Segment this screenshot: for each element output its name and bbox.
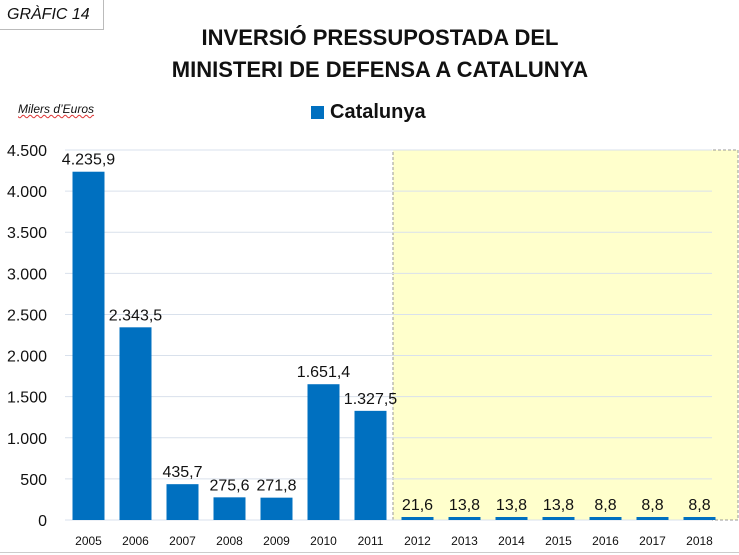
- bar: [683, 517, 716, 520]
- data-label: 4.235,9: [62, 152, 115, 169]
- y-tick-label: 1.000: [7, 431, 47, 448]
- bar: [636, 517, 669, 520]
- x-tick-label: 2012: [404, 534, 431, 548]
- bar: [354, 410, 387, 520]
- y-tick-label: 4.000: [7, 184, 47, 201]
- data-label: 275,6: [209, 477, 249, 494]
- y-tick-label: 2.000: [7, 349, 47, 366]
- data-label: 8,8: [594, 497, 616, 514]
- x-tick-label: 2016: [592, 534, 619, 548]
- y-tick-label: 500: [20, 472, 47, 489]
- data-label: 1.651,4: [297, 364, 350, 381]
- highlight-region: [392, 149, 739, 521]
- bar: [307, 384, 340, 520]
- x-tick-label: 2009: [263, 534, 290, 548]
- x-tick-label: 2013: [451, 534, 478, 548]
- y-tick-label: 3.000: [7, 266, 47, 283]
- x-tick-label: 2017: [639, 534, 666, 548]
- x-tick-label: 2006: [122, 534, 149, 548]
- y-tick-label: 3.500: [7, 225, 47, 242]
- bar: [542, 517, 575, 520]
- chart-title: INVERSIÓ PRESSUPOSTADA DEL MINISTERI DE …: [110, 22, 650, 86]
- chart-number-badge: GRÀFIC 14: [0, 0, 104, 30]
- x-tick-label: 2008: [216, 534, 243, 548]
- bar: [166, 484, 199, 520]
- data-label: 1.327,5: [344, 391, 397, 408]
- x-tick-label: 2018: [686, 534, 713, 548]
- bar: [260, 497, 293, 520]
- data-label: 13,8: [449, 497, 480, 514]
- bar: [119, 327, 152, 520]
- bar: [401, 517, 434, 520]
- legend: Catalunya: [311, 101, 426, 124]
- x-tick-label: 2011: [358, 534, 384, 548]
- bar: [589, 517, 622, 520]
- chart-title-line-2: MINISTERI DE DEFENSA A CATALUNYA: [171, 57, 589, 82]
- x-tick-label: 2015: [545, 534, 572, 548]
- data-label: 2.343,5: [109, 307, 162, 324]
- data-label: 13,8: [543, 497, 574, 514]
- y-tick-label: 0: [38, 513, 47, 530]
- bar: [72, 171, 105, 520]
- chart-title-line-1: INVERSIÓ PRESSUPOSTADA DEL: [201, 25, 559, 50]
- x-tick-label: 2007: [169, 534, 196, 548]
- y-tick-label: 4.500: [7, 143, 47, 160]
- bar: [495, 517, 528, 520]
- data-label: 435,7: [162, 464, 202, 481]
- data-label: 8,8: [688, 497, 710, 514]
- legend-label: Catalunya: [330, 101, 426, 123]
- data-label: 21,6: [402, 497, 433, 514]
- data-label: 13,8: [496, 497, 527, 514]
- y-tick-label: 1.500: [7, 390, 47, 407]
- y-tick-label: 2.500: [7, 307, 47, 324]
- bar: [213, 497, 246, 520]
- legend-swatch: [311, 106, 324, 119]
- bar: [448, 517, 481, 520]
- x-tick-label: 2014: [498, 534, 525, 548]
- x-tick-label: 2005: [75, 534, 102, 548]
- bottom-divider: [0, 552, 739, 553]
- data-label: 271,8: [256, 478, 296, 495]
- y-axis-unit-label: Milers d’Euros: [18, 102, 95, 116]
- data-label: 8,8: [641, 497, 663, 514]
- x-tick-label: 2010: [310, 534, 337, 548]
